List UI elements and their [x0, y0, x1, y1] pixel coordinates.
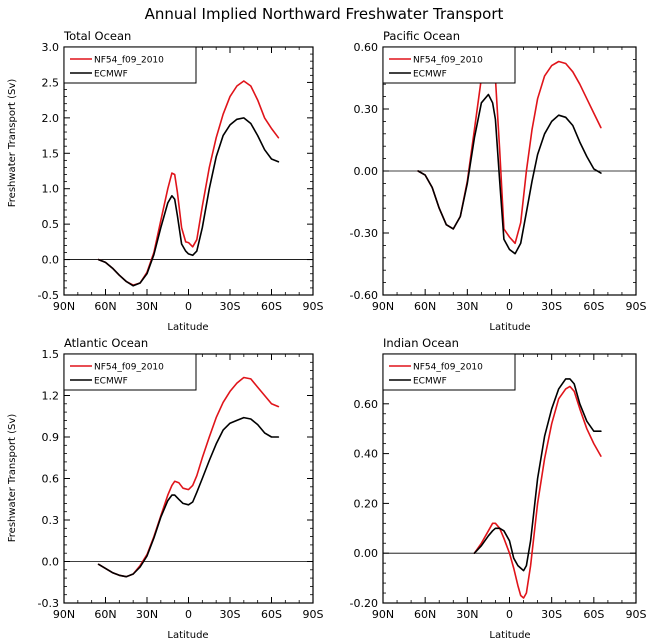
x-tick-label: 90N — [372, 608, 394, 621]
legend: NF54_f09_2010 ECMWF — [382, 46, 516, 84]
x-axis-label: Latitude — [489, 322, 530, 333]
x-tick-label: 30S — [220, 300, 241, 313]
y-tick-label: -0.60 — [350, 289, 378, 302]
y-tick-label: 2.0 — [42, 112, 60, 125]
legend-box — [63, 353, 197, 391]
y-tick-label: 0.3 — [42, 514, 60, 527]
x-tick-label: 90N — [53, 300, 75, 313]
x-tick-label: 30N — [456, 300, 478, 313]
legend-box — [63, 46, 197, 84]
plot-frame — [63, 46, 314, 296]
x-tick-label: 90S — [626, 608, 647, 621]
panel-atlantic-ocean: Atlantic Ocean Freshwater Transport (Sv)… — [7, 336, 324, 641]
panel-title: Indian Ocean — [383, 336, 459, 350]
y-tick-label: 0.9 — [42, 431, 60, 444]
legend-label: ECMWF — [413, 70, 447, 80]
x-tick-label: 30S — [220, 608, 241, 621]
y-tick-label: -0.5 — [38, 289, 59, 302]
series-line-ecmwf — [97, 416, 280, 578]
series-line-nf54 — [473, 385, 602, 599]
legend: NF54_f09_2010 ECMWF — [63, 46, 197, 84]
legend: NF54_f09_2010 ECMWF — [63, 353, 197, 391]
x-tick-label: 30S — [541, 608, 562, 621]
y-tick-label: 0.6 — [42, 473, 60, 486]
x-tick-label: 60N — [94, 608, 116, 621]
y-tick-label: -0.30 — [350, 227, 378, 240]
legend-label: NF54_f09_2010 — [413, 363, 483, 373]
figure-title: Annual Implied Northward Freshwater Tran… — [145, 5, 504, 23]
y-tick-label: 0.40 — [354, 448, 379, 461]
x-tick-label: 60S — [261, 608, 282, 621]
x-tick-label: 0 — [506, 608, 513, 621]
x-tick-label: 30N — [456, 608, 478, 621]
legend-box — [382, 46, 516, 84]
y-tick-label: 0.60 — [354, 398, 379, 411]
x-axis-label: Latitude — [167, 630, 208, 641]
y-tick-label: -0.20 — [350, 597, 378, 610]
y-tick-label: 1.5 — [42, 147, 60, 160]
legend-label: NF54_f09_2010 — [94, 363, 164, 373]
panel-total-ocean: Total Ocean Freshwater Transport (Sv) La… — [7, 29, 324, 333]
y-tick-label: 0.60 — [354, 41, 379, 54]
series-line-ecmwf — [473, 378, 602, 572]
x-tick-label: 0 — [506, 300, 513, 313]
x-tick-label: 30N — [136, 300, 158, 313]
x-tick-label: 0 — [185, 608, 192, 621]
panel-title: Atlantic Ocean — [64, 336, 148, 350]
legend-label: ECMWF — [94, 377, 128, 387]
x-axis-label: Latitude — [167, 322, 208, 333]
legend-label: NF54_f09_2010 — [94, 56, 164, 66]
x-axis-label: Latitude — [489, 630, 530, 641]
y-tick-label: 3.0 — [42, 41, 60, 54]
panel-indian-ocean: Indian Ocean Latitude 90N 60N 30N 0 30S 60S 90… — [350, 336, 647, 641]
legend-box — [382, 353, 516, 391]
y-tick-label: 0.20 — [354, 497, 379, 510]
series-line-ecmwf — [417, 93, 602, 255]
legend: NF54_f09_2010 ECMWF — [382, 353, 516, 391]
y-tick-label: 1.5 — [42, 348, 60, 361]
series-line-nf54 — [97, 376, 280, 578]
x-tick-label: 30S — [541, 300, 562, 313]
x-tick-label: 90S — [626, 300, 647, 313]
panel-pacific-ocean: Pacific Ocean Latitude 90N 60N 30N 0 30S 60S 9… — [350, 29, 647, 333]
y-tick-label: 0.00 — [354, 165, 379, 178]
y-tick-label: 0.00 — [354, 547, 379, 560]
x-tick-label: 30N — [136, 608, 158, 621]
x-tick-label: 90N — [53, 608, 75, 621]
plot-frame — [382, 353, 637, 604]
y-tick-label: -0.3 — [38, 597, 59, 610]
x-tick-label: 60N — [414, 300, 436, 313]
y-tick-label: 0.5 — [42, 218, 60, 231]
y-tick-label: 2.5 — [42, 76, 60, 89]
y-tick-label: 0.30 — [354, 103, 379, 116]
x-tick-label: 60N — [94, 300, 116, 313]
x-tick-label: 90S — [303, 300, 324, 313]
panel-title: Pacific Ocean — [383, 29, 460, 43]
y-tick-label: 0.0 — [42, 556, 60, 569]
y-tick-label: 1.2 — [42, 390, 60, 403]
y-tick-label: 1.0 — [42, 183, 60, 196]
x-tick-label: 60N — [414, 608, 436, 621]
series-line-ecmwf — [97, 117, 280, 287]
x-tick-label: 90N — [372, 300, 394, 313]
y-axis-label: Freshwater Transport (Sv) — [7, 414, 18, 543]
x-tick-label: 60S — [583, 300, 604, 313]
y-axis-label: Freshwater Transport (Sv) — [7, 79, 18, 208]
x-tick-label: 90S — [303, 608, 324, 621]
x-tick-label: 60S — [261, 300, 282, 313]
x-tick-label: 60S — [583, 608, 604, 621]
legend-label: NF54_f09_2010 — [413, 56, 483, 66]
y-tick-label: 0.0 — [42, 254, 60, 267]
legend-label: ECMWF — [413, 377, 447, 387]
panel-title: Total Ocean — [63, 29, 131, 43]
legend-label: ECMWF — [94, 70, 128, 80]
x-tick-label: 0 — [185, 300, 192, 313]
